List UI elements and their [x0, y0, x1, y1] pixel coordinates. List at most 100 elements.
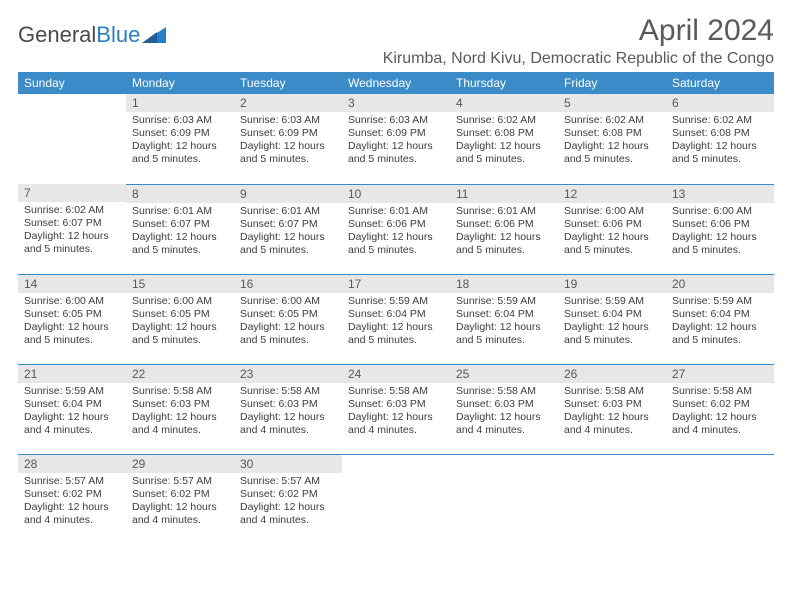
day-number: 21: [18, 365, 126, 383]
day-number: 26: [558, 365, 666, 383]
calendar-day-cell: 14Sunrise: 6:00 AMSunset: 6:05 PMDayligh…: [18, 274, 126, 364]
day-number: 16: [234, 275, 342, 293]
calendar-day-cell: 21Sunrise: 5:59 AMSunset: 6:04 PMDayligh…: [18, 364, 126, 454]
day-details: Sunrise: 6:00 AMSunset: 6:05 PMDaylight:…: [18, 293, 126, 351]
calendar-day-cell: 26Sunrise: 5:58 AMSunset: 6:03 PMDayligh…: [558, 364, 666, 454]
calendar-day-cell: 29Sunrise: 5:57 AMSunset: 6:02 PMDayligh…: [126, 454, 234, 544]
weekday-header: Friday: [558, 72, 666, 94]
day-number: 12: [558, 185, 666, 203]
calendar-week-row: 7Sunrise: 6:02 AMSunset: 6:07 PMDaylight…: [18, 184, 774, 274]
day-details: Sunrise: 5:59 AMSunset: 6:04 PMDaylight:…: [450, 293, 558, 351]
day-details: Sunrise: 6:01 AMSunset: 6:06 PMDaylight:…: [342, 203, 450, 261]
day-details: Sunrise: 6:01 AMSunset: 6:07 PMDaylight:…: [126, 203, 234, 261]
day-details: Sunrise: 5:57 AMSunset: 6:02 PMDaylight:…: [234, 473, 342, 531]
day-number: 5: [558, 94, 666, 112]
day-number: 10: [342, 185, 450, 203]
calendar-week-row: 28Sunrise: 5:57 AMSunset: 6:02 PMDayligh…: [18, 454, 774, 544]
calendar-day-cell: 6Sunrise: 6:02 AMSunset: 6:08 PMDaylight…: [666, 94, 774, 184]
day-number: 9: [234, 185, 342, 203]
day-details: Sunrise: 5:57 AMSunset: 6:02 PMDaylight:…: [18, 473, 126, 531]
day-number: 2: [234, 94, 342, 112]
day-number: 20: [666, 275, 774, 293]
day-number: 30: [234, 455, 342, 473]
calendar-day-cell: 4Sunrise: 6:02 AMSunset: 6:08 PMDaylight…: [450, 94, 558, 184]
calendar-day-cell: 8Sunrise: 6:01 AMSunset: 6:07 PMDaylight…: [126, 184, 234, 274]
day-details: Sunrise: 6:03 AMSunset: 6:09 PMDaylight:…: [234, 112, 342, 170]
page-title: April 2024: [639, 14, 774, 48]
day-details: Sunrise: 6:00 AMSunset: 6:05 PMDaylight:…: [234, 293, 342, 351]
logo-word-blue: Blue: [96, 22, 140, 47]
calendar-day-cell: 17Sunrise: 5:59 AMSunset: 6:04 PMDayligh…: [342, 274, 450, 364]
day-details: Sunrise: 5:58 AMSunset: 6:03 PMDaylight:…: [342, 383, 450, 441]
calendar-day-cell: 13Sunrise: 6:00 AMSunset: 6:06 PMDayligh…: [666, 184, 774, 274]
calendar-day-cell: 27Sunrise: 5:58 AMSunset: 6:02 PMDayligh…: [666, 364, 774, 454]
logo-triangle-icon: [142, 25, 166, 45]
calendar-day-cell: 23Sunrise: 5:58 AMSunset: 6:03 PMDayligh…: [234, 364, 342, 454]
day-details: Sunrise: 5:59 AMSunset: 6:04 PMDaylight:…: [18, 383, 126, 441]
calendar-day-cell: 25Sunrise: 5:58 AMSunset: 6:03 PMDayligh…: [450, 364, 558, 454]
calendar-week-row: 1Sunrise: 6:03 AMSunset: 6:09 PMDaylight…: [18, 94, 774, 184]
day-details: Sunrise: 5:58 AMSunset: 6:03 PMDaylight:…: [450, 383, 558, 441]
day-details: Sunrise: 6:02 AMSunset: 6:08 PMDaylight:…: [558, 112, 666, 170]
day-details: Sunrise: 6:00 AMSunset: 6:05 PMDaylight:…: [126, 293, 234, 351]
day-number: 18: [450, 275, 558, 293]
calendar-day-cell: [342, 454, 450, 544]
weekday-header: Tuesday: [234, 72, 342, 94]
day-number: 27: [666, 365, 774, 383]
day-number: 24: [342, 365, 450, 383]
weekday-header: Saturday: [666, 72, 774, 94]
day-number: 1: [126, 94, 234, 112]
calendar-day-cell: 15Sunrise: 6:00 AMSunset: 6:05 PMDayligh…: [126, 274, 234, 364]
weekday-header: Thursday: [450, 72, 558, 94]
day-details: Sunrise: 5:59 AMSunset: 6:04 PMDaylight:…: [666, 293, 774, 351]
calendar-day-cell: 1Sunrise: 6:03 AMSunset: 6:09 PMDaylight…: [126, 94, 234, 184]
day-details: Sunrise: 5:59 AMSunset: 6:04 PMDaylight:…: [558, 293, 666, 351]
day-details: Sunrise: 6:01 AMSunset: 6:06 PMDaylight:…: [450, 203, 558, 261]
calendar-day-cell: 5Sunrise: 6:02 AMSunset: 6:08 PMDaylight…: [558, 94, 666, 184]
calendar-day-cell: 19Sunrise: 5:59 AMSunset: 6:04 PMDayligh…: [558, 274, 666, 364]
weekday-header: Monday: [126, 72, 234, 94]
location-subtitle: Kirumba, Nord Kivu, Democratic Republic …: [18, 50, 774, 68]
weekday-header-row: SundayMondayTuesdayWednesdayThursdayFrid…: [18, 72, 774, 94]
day-number: 15: [126, 275, 234, 293]
day-details: Sunrise: 5:58 AMSunset: 6:03 PMDaylight:…: [126, 383, 234, 441]
calendar-day-cell: [450, 454, 558, 544]
day-number: 7: [18, 184, 126, 202]
day-details: Sunrise: 5:59 AMSunset: 6:04 PMDaylight:…: [342, 293, 450, 351]
calendar-day-cell: 28Sunrise: 5:57 AMSunset: 6:02 PMDayligh…: [18, 454, 126, 544]
day-number: 8: [126, 185, 234, 203]
day-details: Sunrise: 6:02 AMSunset: 6:07 PMDaylight:…: [18, 202, 126, 260]
calendar-week-row: 14Sunrise: 6:00 AMSunset: 6:05 PMDayligh…: [18, 274, 774, 364]
calendar-day-cell: [666, 454, 774, 544]
day-details: Sunrise: 6:00 AMSunset: 6:06 PMDaylight:…: [666, 203, 774, 261]
calendar-week-row: 21Sunrise: 5:59 AMSunset: 6:04 PMDayligh…: [18, 364, 774, 454]
day-number: 4: [450, 94, 558, 112]
day-number: 19: [558, 275, 666, 293]
day-details: Sunrise: 5:58 AMSunset: 6:03 PMDaylight:…: [234, 383, 342, 441]
calendar-day-cell: 2Sunrise: 6:03 AMSunset: 6:09 PMDaylight…: [234, 94, 342, 184]
calendar-day-cell: 12Sunrise: 6:00 AMSunset: 6:06 PMDayligh…: [558, 184, 666, 274]
calendar-body: 1Sunrise: 6:03 AMSunset: 6:09 PMDaylight…: [18, 94, 774, 544]
day-details: Sunrise: 6:02 AMSunset: 6:08 PMDaylight:…: [450, 112, 558, 170]
calendar-day-cell: 18Sunrise: 5:59 AMSunset: 6:04 PMDayligh…: [450, 274, 558, 364]
calendar-day-cell: 30Sunrise: 5:57 AMSunset: 6:02 PMDayligh…: [234, 454, 342, 544]
day-number: 25: [450, 365, 558, 383]
weekday-header: Wednesday: [342, 72, 450, 94]
day-details: Sunrise: 6:00 AMSunset: 6:06 PMDaylight:…: [558, 203, 666, 261]
day-details: Sunrise: 6:02 AMSunset: 6:08 PMDaylight:…: [666, 112, 774, 170]
calendar-day-cell: 3Sunrise: 6:03 AMSunset: 6:09 PMDaylight…: [342, 94, 450, 184]
day-number: 6: [666, 94, 774, 112]
day-details: Sunrise: 6:03 AMSunset: 6:09 PMDaylight:…: [342, 112, 450, 170]
calendar-day-cell: 24Sunrise: 5:58 AMSunset: 6:03 PMDayligh…: [342, 364, 450, 454]
day-details: Sunrise: 6:03 AMSunset: 6:09 PMDaylight:…: [126, 112, 234, 170]
logo-word-general: General: [18, 22, 96, 47]
weekday-header: Sunday: [18, 72, 126, 94]
day-number: 3: [342, 94, 450, 112]
calendar-day-cell: 10Sunrise: 6:01 AMSunset: 6:06 PMDayligh…: [342, 184, 450, 274]
calendar-day-cell: 16Sunrise: 6:00 AMSunset: 6:05 PMDayligh…: [234, 274, 342, 364]
calendar-day-cell: 9Sunrise: 6:01 AMSunset: 6:07 PMDaylight…: [234, 184, 342, 274]
calendar-day-cell: [18, 94, 126, 184]
day-details: Sunrise: 5:58 AMSunset: 6:02 PMDaylight:…: [666, 383, 774, 441]
day-number: 14: [18, 275, 126, 293]
day-number: 11: [450, 185, 558, 203]
